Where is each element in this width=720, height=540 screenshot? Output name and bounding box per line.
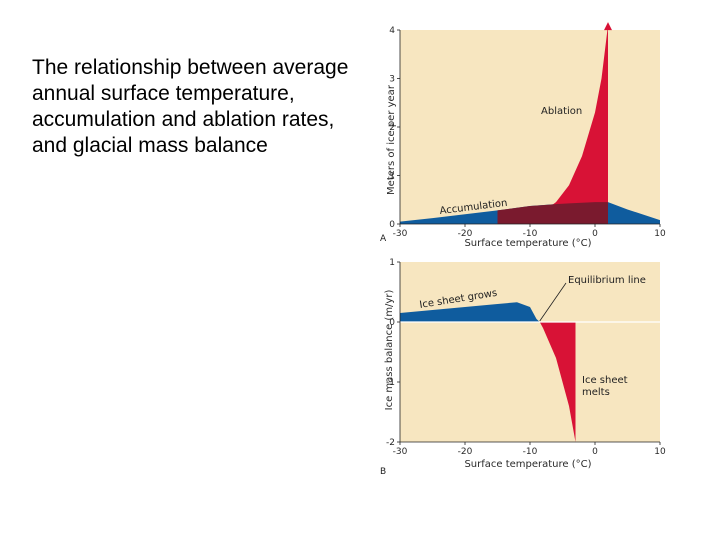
panel-b-y-tick-label: 0 (389, 318, 395, 328)
panel-a-y-tick-label: 3 (389, 75, 395, 85)
panel-a-ylabel: Meters of ice per year (386, 84, 397, 195)
panel-a-x-tick-label: 10 (654, 229, 666, 239)
panel-a-y-tick-label: 4 (389, 26, 395, 36)
panel-b-ylabel: Ice mass balance (m/yr) (384, 290, 395, 411)
equilibrium-leader-line (539, 282, 567, 322)
panel-b-series (400, 282, 660, 442)
panel-a-x-tick-label: 0 (592, 229, 598, 239)
panel-b: -30 -20 -10 0 10-2-101 Ice sheet grows Equil… (380, 258, 666, 477)
overlap-area (497, 202, 608, 224)
panel-b-y-tick-label: -2 (386, 438, 395, 448)
panel-a-background (400, 30, 660, 224)
slide-title: The relationship between average annual … (32, 56, 349, 157)
panel-a-x-tick-label: -30 (393, 229, 408, 239)
panel-b-x-tick-label: -20 (458, 447, 473, 457)
panel-b-x-tick-label: -10 (523, 447, 538, 457)
ablation-area (497, 25, 608, 225)
panel-b-letter: B (380, 467, 386, 477)
panel-a-x-tick-label: -10 (523, 229, 538, 239)
panel-a-y-tick-label: 2 (389, 123, 395, 133)
panel-a-x-tick-label: -20 (458, 229, 473, 239)
panel-a-y-tick-label: 0 (389, 220, 395, 230)
panel-b-x-tick-label: -30 (393, 447, 408, 457)
ice-sheet-melts-label-2: melts (582, 387, 610, 398)
panel-b-xlabel: Surface temperature (°C) (464, 459, 591, 470)
ablation-arrowhead (604, 22, 612, 31)
panel-b-axes: -30 -20 -10 0 10-2-101 (386, 258, 666, 457)
panel-a-xlabel: Surface temperature (°C) (464, 238, 591, 249)
panel-b-x-tick-label: 10 (654, 447, 666, 457)
panel-b-y-tick-label: -1 (386, 378, 395, 388)
ablation-label: Ablation (541, 106, 582, 117)
ice-sheet-melts-label-1: Ice sheet (582, 375, 628, 386)
ice-sheet-melts-area (539, 322, 576, 442)
equilibrium-line-label: Equilibrium line (568, 275, 646, 286)
panel-a-series (400, 22, 660, 225)
panel-b-y-tick-label: 1 (389, 258, 395, 268)
ice-sheet-grows-area (400, 302, 540, 322)
panel-b-x-tick-label: 0 (592, 447, 598, 457)
panel-a-letter: A (380, 234, 387, 244)
panel-a-axes: -30 -20 -10 0 10 0 1 2 3 4 (389, 26, 666, 239)
panel-a-y-tick-label: 1 (389, 172, 395, 182)
panel-b-background (400, 262, 660, 442)
